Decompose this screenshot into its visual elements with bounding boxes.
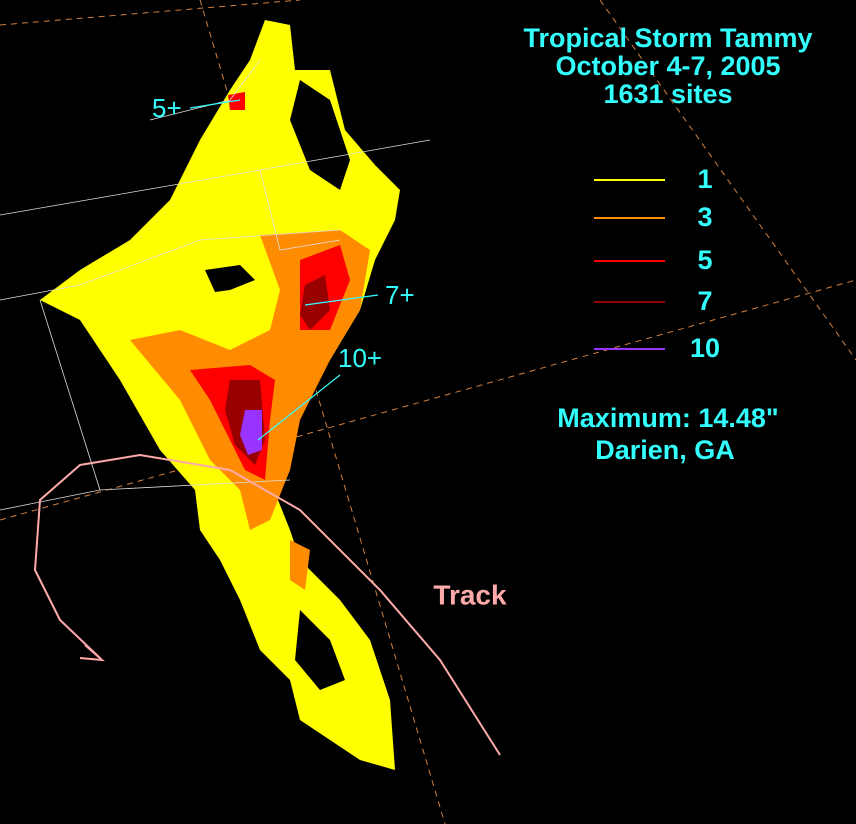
legend-label: 5 [697,245,712,275]
legend-label: 3 [697,202,712,232]
dry-holes [205,80,350,690]
title-line: Tropical Storm Tammy [523,23,812,53]
track-arrowhead [79,644,105,662]
borders [0,59,431,511]
annotation: 10+ [338,343,382,373]
title-line: 1631 sites [603,79,732,109]
maximum-location: Darien, GA [595,435,735,465]
title-line: October 4-7, 2005 [555,51,780,81]
legend-label: 7 [697,286,712,316]
legend: 1 3 5 7 10 [594,164,720,363]
rain-10in [240,410,262,455]
pointers [189,99,379,441]
annotation: 7+ [385,280,415,310]
legend-label: 10 [690,333,720,363]
track-label: Track [433,579,507,610]
maximum-text: Maximum: 14.48" [557,403,778,433]
annotation: 5+ [152,93,182,123]
storm-track [33,453,501,756]
legend-label: 1 [697,164,712,194]
